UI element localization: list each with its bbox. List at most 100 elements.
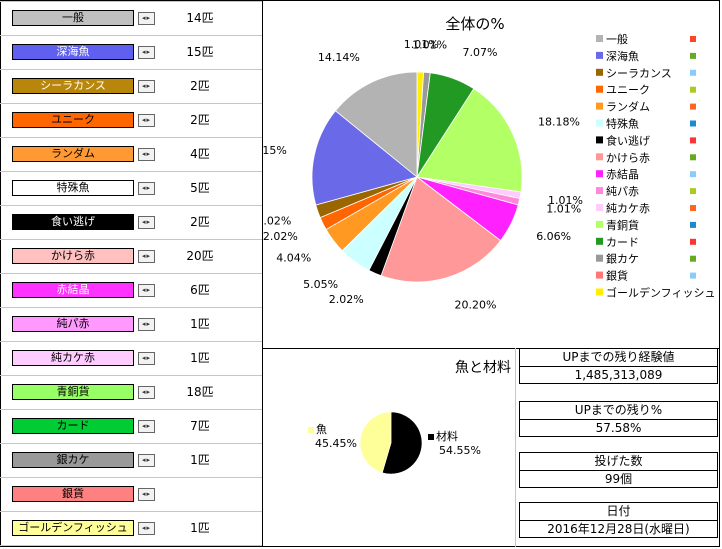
legend-swatch: [596, 119, 603, 127]
legend-marker: [690, 221, 696, 228]
legend-label: 銀カケ: [606, 252, 639, 266]
grid-line: [0, 205, 262, 206]
date-box: 日付 2016年12月28日(水曜日): [519, 502, 718, 538]
grid-line: [0, 35, 262, 36]
legend-label: 特殊魚: [606, 117, 639, 131]
legend-label: 純パ赤: [606, 185, 639, 198]
pct-remaining-value: 57.58%: [520, 419, 717, 437]
legend-label: ゴールデンフィッシュ: [606, 286, 715, 300]
pie-data-label: 4.04%: [276, 252, 311, 265]
legend-marker: [690, 272, 696, 279]
legend-marker: [690, 255, 696, 262]
date-label: 日付: [606, 504, 631, 518]
fish-category-label: カード: [12, 418, 134, 434]
fish-count-value: 15匹: [186, 45, 214, 59]
count-spinner[interactable]: ◂▸: [138, 46, 155, 59]
legend-marker: [690, 188, 696, 195]
fish-count-value: 2匹: [190, 79, 210, 93]
fish-category-label: かけら赤: [12, 248, 134, 264]
legend-swatch: [596, 271, 603, 279]
fish-category-label: 特殊魚: [12, 180, 134, 196]
count-spinner[interactable]: ◂▸: [138, 352, 155, 365]
legend-swatch: [596, 136, 603, 144]
legend-marker: [690, 205, 696, 211]
pie-slice: [416, 88, 523, 193]
pie-data-label: 2.02%: [263, 230, 298, 243]
date-value: 2016年12月28日(水曜日): [520, 520, 717, 538]
fish-count-value: 1匹: [190, 317, 210, 331]
pie-category-label: 魚: [316, 423, 327, 436]
legend-swatch: [596, 237, 603, 245]
divider-horizontal: [262, 348, 720, 349]
throws-label: 投げた数: [594, 454, 643, 468]
legend-swatch: [596, 187, 603, 195]
grid-line: [0, 545, 262, 546]
count-spinner[interactable]: ◂▸: [138, 80, 155, 93]
grid-line: [0, 69, 262, 70]
legend-label: 深海魚: [606, 49, 639, 63]
exp-remaining-value: 1,485,313,089: [520, 366, 717, 384]
fish-count-value: 1匹: [190, 453, 210, 467]
legend-marker: [690, 103, 696, 110]
fish-count-value: 4匹: [190, 147, 210, 161]
legend-label: 青銅貨: [606, 218, 639, 232]
fish-count-value: 14匹: [186, 11, 214, 25]
count-spinner[interactable]: ◂▸: [138, 522, 155, 535]
chart-title: 全体の%: [445, 15, 504, 33]
count-spinner[interactable]: ◂▸: [138, 488, 155, 501]
fish-count-value: 5匹: [190, 181, 210, 195]
pie-data-label: 18.18%: [538, 116, 580, 129]
pie-category-label: 材料: [436, 429, 458, 443]
fish-count-value: 20匹: [186, 249, 214, 263]
legend-marker: [690, 238, 696, 245]
pie-data-label: 45.45%: [315, 437, 357, 450]
fish-category-label: 青銅貨: [12, 384, 134, 400]
legend-label: ユニーク: [606, 84, 650, 97]
count-spinner[interactable]: ◂▸: [138, 386, 155, 399]
count-spinner[interactable]: ◂▸: [138, 284, 155, 297]
count-spinner[interactable]: ◂▸: [138, 182, 155, 195]
pie-data-label: 14.14%: [318, 51, 360, 64]
legend-label: かけら赤: [606, 151, 650, 164]
legend-label: 赤結晶: [606, 167, 639, 181]
count-spinner[interactable]: ◂▸: [138, 12, 155, 25]
legend-marker: [690, 69, 696, 76]
fish-category-label: ユニーク: [12, 112, 134, 128]
legend-marker: [690, 86, 696, 93]
count-spinner[interactable]: ◂▸: [138, 454, 155, 467]
legend-marker: [690, 120, 696, 127]
fish-category-label: 食い逃げ: [12, 214, 134, 230]
fish-count-value: 1匹: [190, 521, 210, 535]
pie-data-label: 1.01%: [412, 39, 447, 52]
fish-category-label: 純パ赤: [12, 316, 134, 332]
count-spinner[interactable]: ◂▸: [138, 148, 155, 161]
legend-marker: [690, 154, 696, 161]
legend-marker: [690, 137, 696, 144]
legend-swatch: [596, 153, 603, 161]
pct-remaining-box: UPまでの残り% 57.58%: [519, 401, 718, 437]
sub-chart-title: 魚と材料: [455, 360, 511, 376]
pie-slice: [380, 176, 502, 283]
grid-line: [0, 307, 262, 308]
legend-label: カード: [606, 236, 639, 249]
fish-category-label: 純カケ赤: [12, 350, 134, 366]
legend-swatch: [596, 51, 603, 59]
count-spinner[interactable]: ◂▸: [138, 250, 155, 263]
pie-slice: [311, 110, 418, 206]
legend-swatch: [596, 102, 603, 110]
fish-category-label: 銀貨: [12, 486, 134, 502]
fish-category-label: ランダム: [12, 146, 134, 162]
legend-label: ランダム: [606, 100, 650, 114]
count-spinner[interactable]: ◂▸: [138, 420, 155, 433]
count-spinner[interactable]: ◂▸: [138, 318, 155, 331]
legend-label: 銀貨: [606, 269, 628, 283]
fish-count-value: 1匹: [190, 351, 210, 365]
count-spinner[interactable]: ◂▸: [138, 216, 155, 229]
fish-category-label: シーラカンス: [12, 78, 134, 94]
fish-category-label: 一般: [12, 10, 134, 26]
count-spinner[interactable]: ◂▸: [138, 114, 155, 127]
grid-line: [0, 443, 262, 444]
exp-remaining-box: UPまでの残り経験値 1,485,313,089: [519, 348, 718, 384]
throws-box: 投げた数 99個: [519, 452, 718, 488]
legend-marker: [690, 171, 696, 178]
